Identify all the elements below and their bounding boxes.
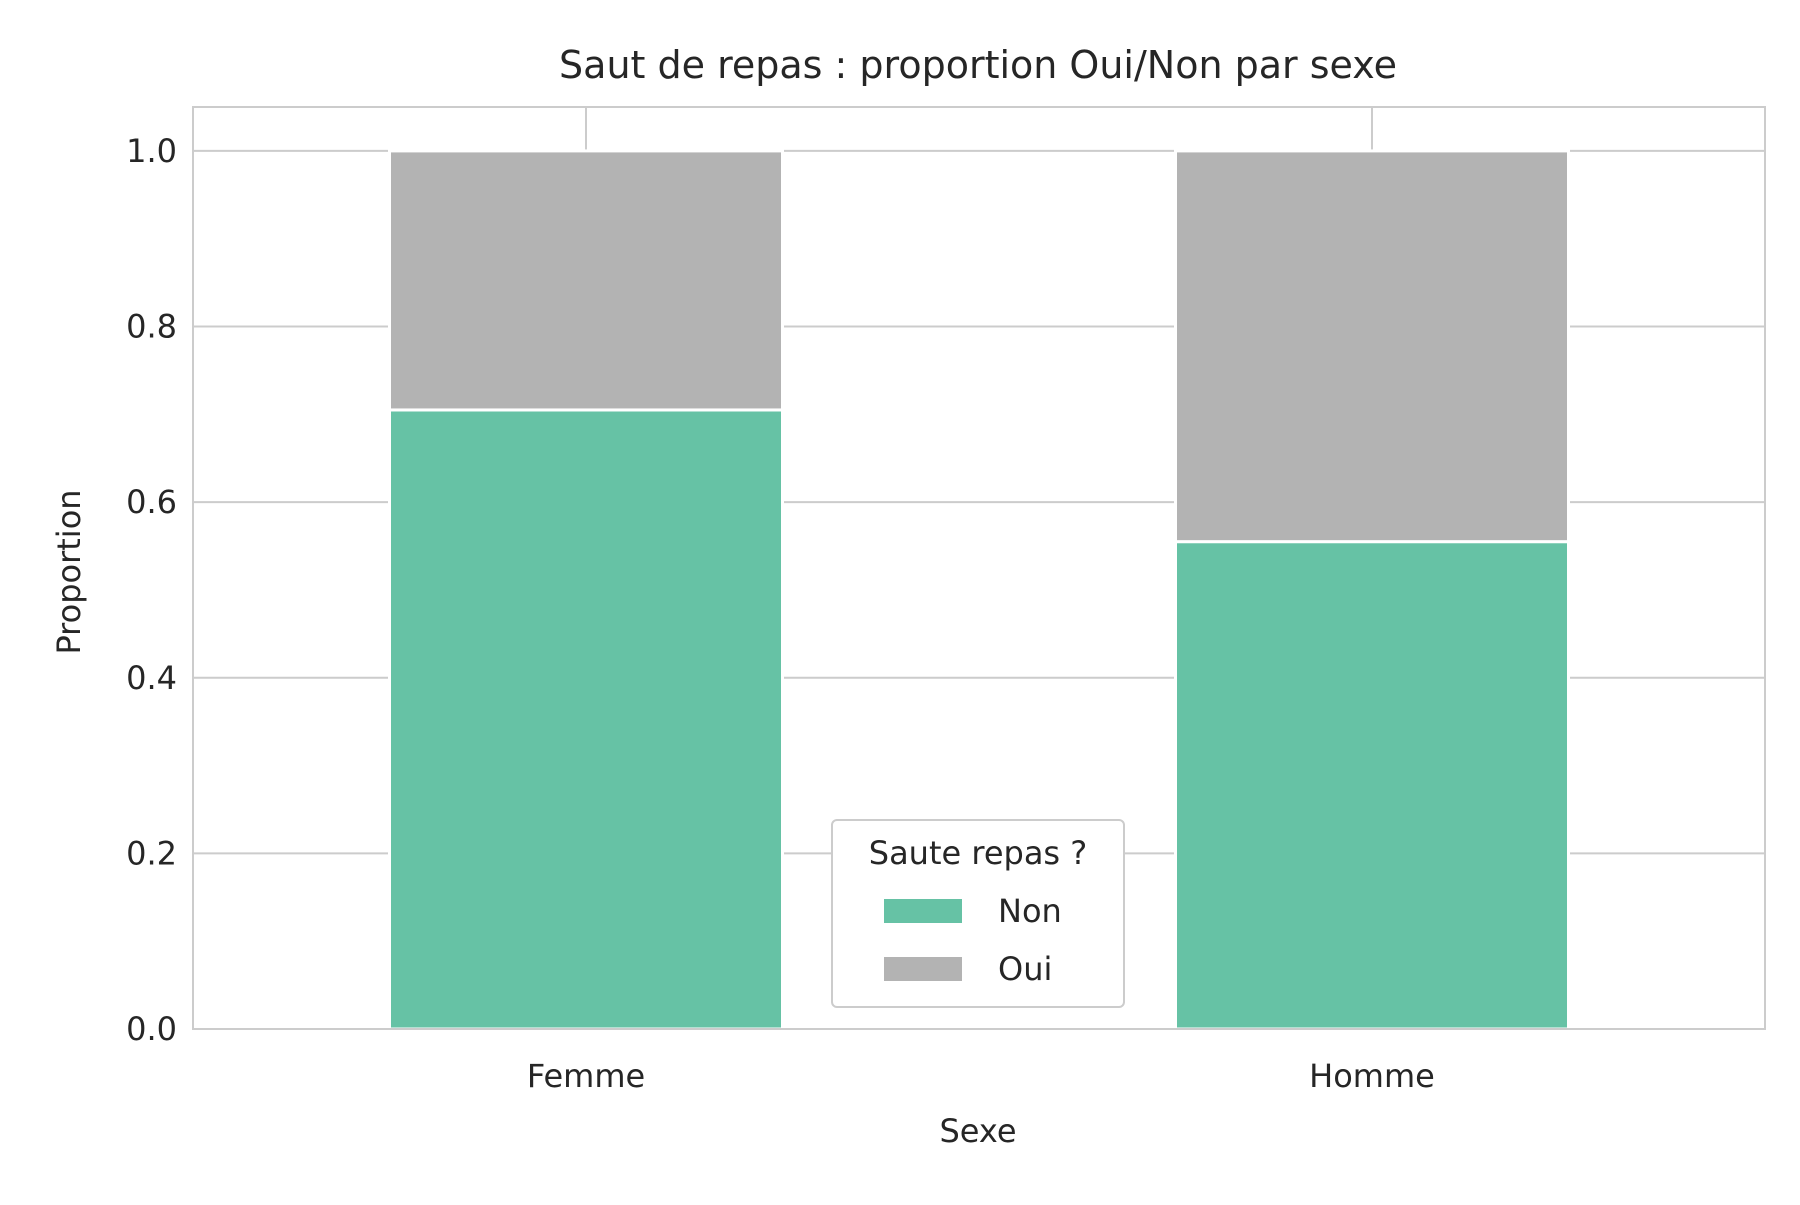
bars-layer [388, 149, 1570, 1031]
legend-title: Saute repas ? [869, 834, 1088, 872]
y-tick-label: 0.4 [126, 659, 177, 697]
bar-non-femme [388, 408, 784, 1031]
legend-label-oui: Oui [998, 950, 1052, 988]
y-axis-label: Proportion [50, 489, 88, 654]
plot-frame [192, 106, 1766, 1030]
y-tick-label: 0.6 [126, 483, 177, 521]
bar-oui-femme [388, 149, 784, 412]
bar-non-homme [1174, 540, 1570, 1031]
x-tick-label: Homme [1309, 1057, 1435, 1095]
chart-title: Saut de repas : proportion Oui/Non par s… [559, 43, 1397, 87]
legend-label-non: Non [998, 892, 1062, 930]
y-tick-label: 0.2 [126, 834, 177, 872]
x-tick-label: Femme [527, 1057, 645, 1095]
x-axis-label: Sexe [939, 1112, 1016, 1150]
legend: Saute repas ? Non Oui [831, 819, 1125, 1008]
ticks-layer: 0.0 0.2 0.4 0.6 0.8 1.0 Femme Homme [126, 132, 1435, 1095]
legend-swatch-oui [884, 957, 962, 981]
legend-items: Non Oui [884, 892, 1062, 988]
bar-oui-homme [1174, 149, 1570, 544]
y-tick-label: 0.0 [126, 1010, 177, 1048]
y-tick-label: 0.8 [126, 308, 177, 346]
legend-swatch-non [884, 899, 962, 923]
y-tick-label: 1.0 [126, 132, 177, 170]
